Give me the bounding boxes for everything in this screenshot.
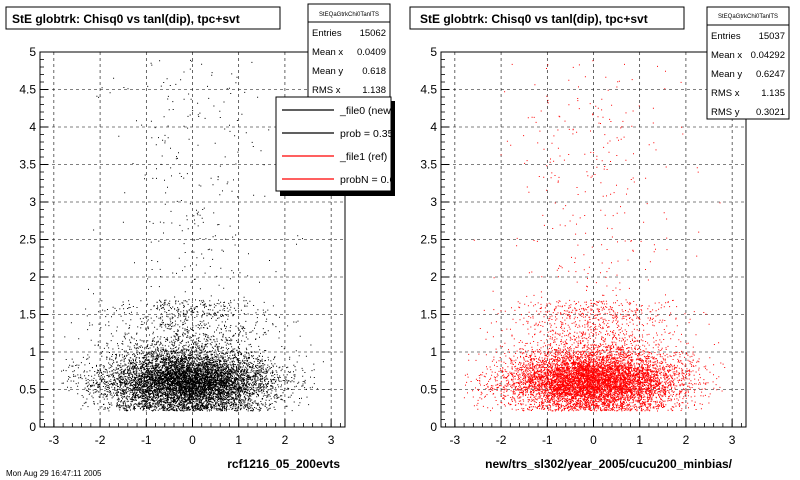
right-title-box bbox=[409, 6, 685, 30]
left-pad: StE globtrk: Chisq0 vs tanl(dip), tpc+sv… bbox=[2, 2, 425, 476]
left-x-label: rcf1216_05_200evts bbox=[227, 457, 340, 471]
y-tick-label: 3 bbox=[29, 195, 36, 209]
left-grid bbox=[40, 52, 345, 427]
x-tick-label: -2 bbox=[95, 433, 106, 447]
left-stats-box: StEQaGtrkChi0TanlTS Entries 15062 Mean x 0.… bbox=[307, 3, 391, 115]
stats-label: Entries bbox=[312, 28, 342, 39]
right-stats-box: StEQaGtrkChi0TanlTS Entries 15037 Mean x 0.… bbox=[706, 6, 790, 120]
x-tick-label: -1 bbox=[542, 433, 553, 447]
right-pad: StE globtrk: Chisq0 vs tanl(dip), tpc+sv… bbox=[409, 6, 790, 471]
legend-label: probN = 0.675707 bbox=[340, 174, 425, 186]
stats-value: 15037 bbox=[759, 31, 785, 42]
y-tick-label: 0.5 bbox=[19, 383, 36, 397]
stats-value: 0.3021 bbox=[756, 107, 785, 118]
x-tick-label: 0 bbox=[590, 433, 597, 447]
right-x-label: new/trs_sl302/year_2005/cucu200_minbias/ bbox=[485, 457, 732, 471]
stats-label: Mean y bbox=[711, 69, 742, 80]
stats-label: Mean y bbox=[312, 66, 343, 77]
y-tick-label: 5 bbox=[29, 45, 36, 59]
y-tick-label: 1.5 bbox=[19, 308, 36, 322]
stats-label: Mean x bbox=[711, 50, 742, 61]
y-tick-label: 1 bbox=[430, 345, 437, 359]
x-tick-label: 2 bbox=[282, 433, 289, 447]
x-tick-label: 0 bbox=[189, 433, 196, 447]
y-tick-label: 2 bbox=[430, 270, 437, 284]
left-y-ticks: 0 0.5 1 1.5 2 2.5 3 3.5 4 4.5 5 bbox=[19, 45, 48, 434]
y-tick-label: 1 bbox=[29, 345, 36, 359]
legend-label: _file1 (ref) bbox=[339, 151, 387, 163]
y-tick-label: 2.5 bbox=[19, 233, 36, 247]
y-tick-label: 2 bbox=[29, 270, 36, 284]
stats-value: 0.04292 bbox=[751, 50, 785, 61]
right-stats-name: StEQaGtrkChi0TanlTS bbox=[718, 14, 778, 20]
y-tick-label: 3 bbox=[430, 195, 437, 209]
legend-label: _file0 (new) bbox=[339, 105, 394, 117]
left-title-box bbox=[5, 6, 281, 30]
legend-label: prob = 0.352666 bbox=[340, 128, 417, 140]
y-tick-label: 3.5 bbox=[420, 158, 437, 172]
stats-label: RMS y bbox=[711, 107, 740, 118]
x-tick-label: -2 bbox=[496, 433, 507, 447]
legend-box: _file0 (new) prob = 0.352666 _file1 (ref) p… bbox=[275, 96, 425, 196]
left-stats-name: StEQaGtrkChi0TanlTS bbox=[319, 12, 379, 18]
x-tick-label: -3 bbox=[450, 433, 461, 447]
x-tick-label: 1 bbox=[636, 433, 643, 447]
stats-value: 0.618 bbox=[362, 66, 386, 77]
y-tick-label: 0.5 bbox=[420, 383, 437, 397]
stats-label: RMS x bbox=[312, 85, 341, 96]
x-tick-label: 3 bbox=[328, 433, 335, 447]
y-tick-label: 5 bbox=[430, 45, 437, 59]
stats-value: 0.0409 bbox=[357, 47, 386, 58]
right-y-ticks: 0 0.5 1 1.5 2 2.5 3 3.5 4 4.5 5 bbox=[420, 45, 449, 434]
stats-label: Mean x bbox=[312, 47, 343, 58]
x-tick-label: 3 bbox=[729, 433, 736, 447]
right-x-ticks: -3 -2 -1 0 1 2 3 bbox=[445, 419, 742, 447]
stats-label: RMS x bbox=[711, 88, 740, 99]
scatter-points-right bbox=[463, 60, 726, 412]
stats-value: 1.135 bbox=[761, 88, 785, 99]
left-x-ticks: -3 -2 -1 0 1 2 3 bbox=[44, 419, 341, 447]
footer-timestamp: Mon Aug 29 16:47:11 2005 bbox=[6, 469, 102, 478]
right-title: StE globtrk: Chisq0 vs tanl(dip), tpc+sv… bbox=[420, 12, 648, 26]
stats-value: 15062 bbox=[360, 28, 386, 39]
y-tick-label: 2.5 bbox=[420, 233, 437, 247]
x-tick-label: 1 bbox=[235, 433, 242, 447]
right-points bbox=[463, 60, 726, 412]
x-tick-label: -3 bbox=[49, 433, 60, 447]
x-tick-label: -1 bbox=[141, 433, 152, 447]
y-tick-label: 4 bbox=[29, 120, 36, 134]
y-tick-label: 1.5 bbox=[420, 308, 437, 322]
stats-label: Entries bbox=[711, 31, 741, 42]
left-title: StE globtrk: Chisq0 vs tanl(dip), tpc+sv… bbox=[12, 12, 240, 26]
y-tick-label: 0 bbox=[430, 420, 437, 434]
y-tick-label: 3.5 bbox=[19, 158, 36, 172]
x-tick-label: 2 bbox=[683, 433, 690, 447]
y-tick-label: 4.5 bbox=[19, 83, 36, 97]
y-tick-label: 0 bbox=[29, 420, 36, 434]
stats-value: 0.6247 bbox=[756, 69, 785, 80]
y-tick-label: 4 bbox=[430, 120, 437, 134]
y-tick-label: 4.5 bbox=[420, 83, 437, 97]
stats-value: 1.138 bbox=[362, 85, 386, 96]
